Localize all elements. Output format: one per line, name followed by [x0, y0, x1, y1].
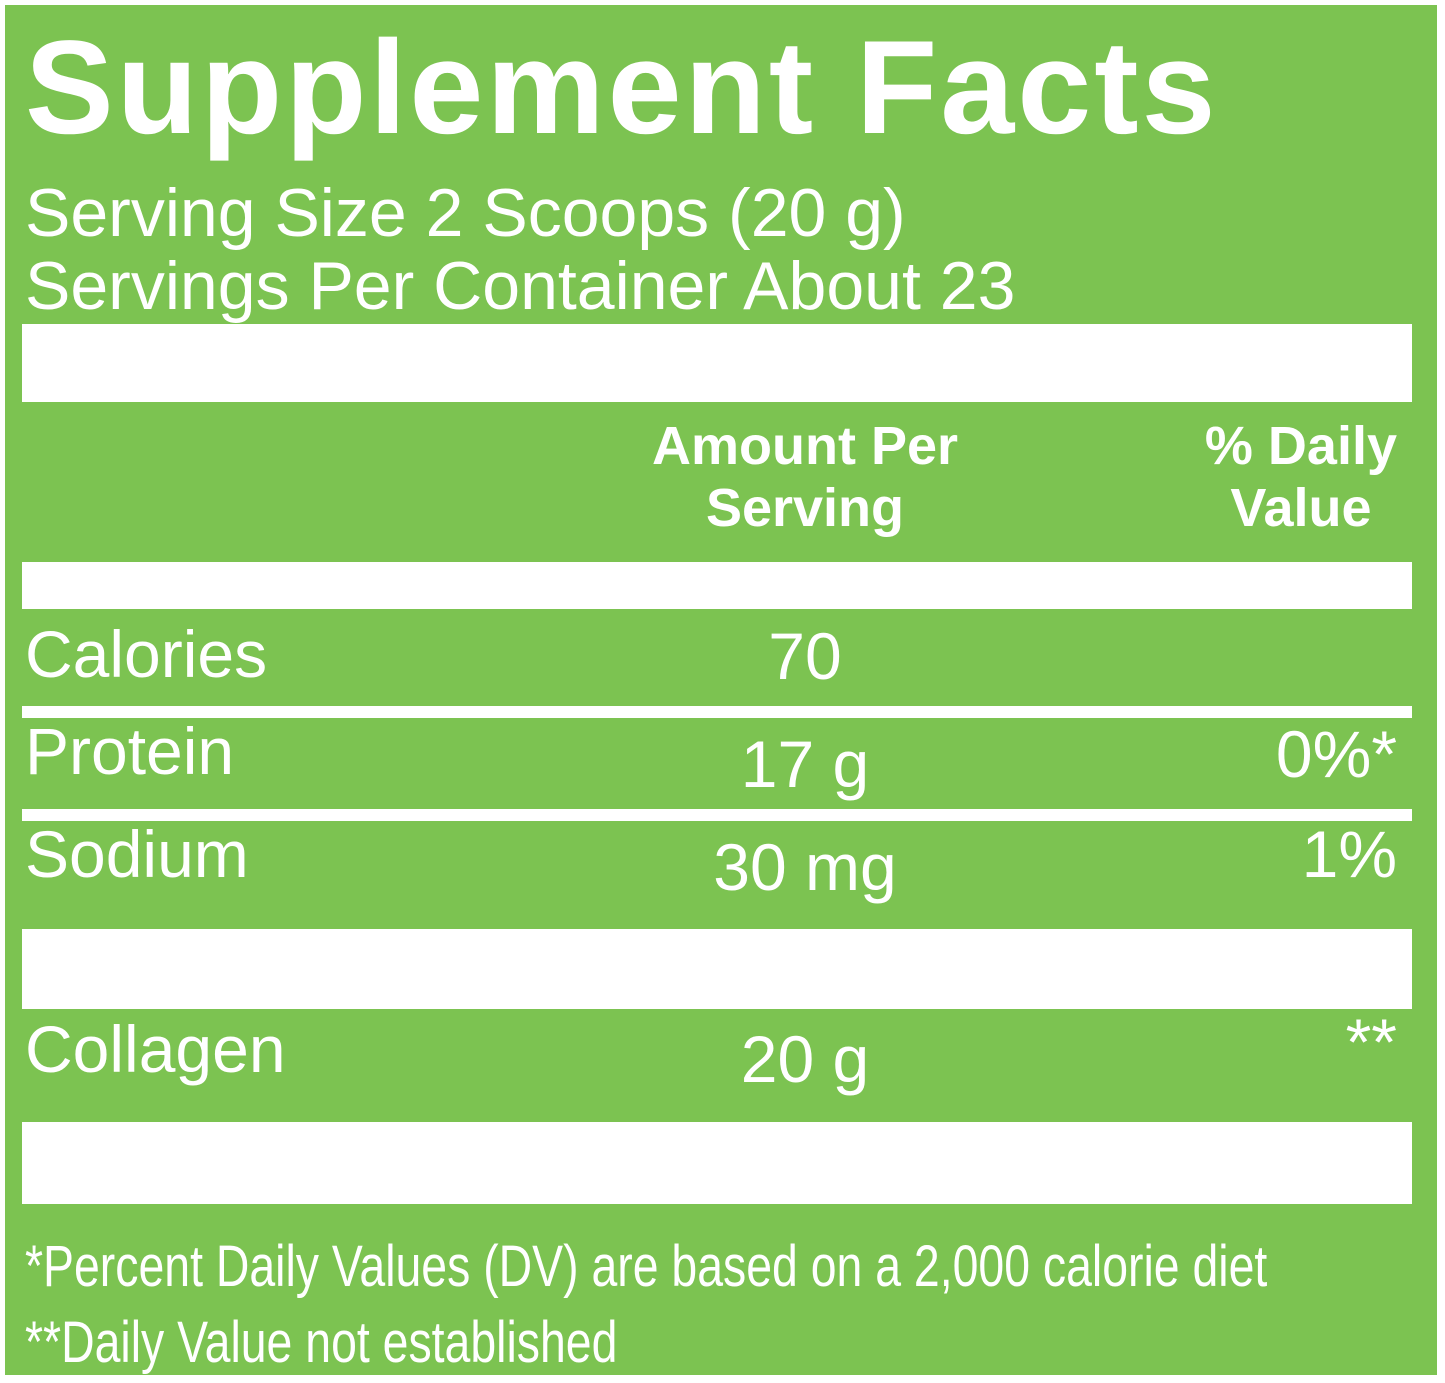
nutrient-name: Protein: [25, 713, 235, 788]
serving-size-line: Serving Size 2 Scoops (20 g): [25, 174, 906, 251]
nutrient-row-collagen: Collagen 20 g **: [5, 1009, 1437, 1122]
nutrient-amount: 17 g: [740, 726, 870, 801]
spacer-band-mid: [22, 928, 1412, 1009]
footnote-line-2: **Daily Value not established: [25, 1309, 618, 1375]
column-header-row: Amount Per Serving % Daily Value: [5, 402, 1437, 562]
nutrient-name: Sodium: [25, 816, 249, 891]
daily-value-header: % Daily Value: [1205, 415, 1397, 539]
row-separator: [22, 705, 1412, 718]
row-separator: [22, 808, 1412, 821]
nutrient-dv: 1%: [1301, 816, 1397, 891]
panel-header: Supplement Facts Serving Size 2 Scoops (…: [5, 5, 1437, 324]
amount-per-serving-header: Amount Per Serving: [520, 415, 1090, 539]
nutrient-dv: 0%*: [1275, 716, 1397, 791]
spacer-band-top: [22, 323, 1412, 402]
nutrient-name: Collagen: [25, 1011, 286, 1086]
nutrient-dv: **: [1345, 1004, 1397, 1079]
dv-header-line2: Value: [1230, 477, 1372, 538]
nutrient-row-sodium: Sodium 30 mg 1%: [5, 821, 1437, 929]
spacer-band-bottom: [22, 1121, 1412, 1204]
supplement-facts-panel: Supplement Facts Serving Size 2 Scoops (…: [5, 5, 1437, 1375]
nutrient-row-calories: Calories 70: [5, 609, 1437, 706]
nutrient-amount: 30 mg: [713, 829, 897, 904]
servings-per-container-line: Servings Per Container About 23: [25, 248, 1016, 325]
spacer-band-under-headers: [22, 561, 1412, 609]
nutrient-amount: 20 g: [740, 1021, 870, 1096]
amount-header-line2: Serving: [705, 477, 905, 538]
footnote-section: *Percent Daily Values (DV) are based on …: [5, 1204, 1437, 1381]
panel-title: Supplement Facts: [25, 14, 1219, 162]
dv-header-line1: % Daily: [1204, 415, 1397, 476]
nutrient-row-protein: Protein 17 g 0%*: [5, 718, 1437, 809]
nutrient-name: Calories: [25, 616, 268, 691]
nutrient-amount: 70: [768, 618, 842, 693]
amount-header-line1: Amount Per: [651, 415, 959, 476]
footnote-line-1: *Percent Daily Values (DV) are based on …: [25, 1233, 1268, 1299]
